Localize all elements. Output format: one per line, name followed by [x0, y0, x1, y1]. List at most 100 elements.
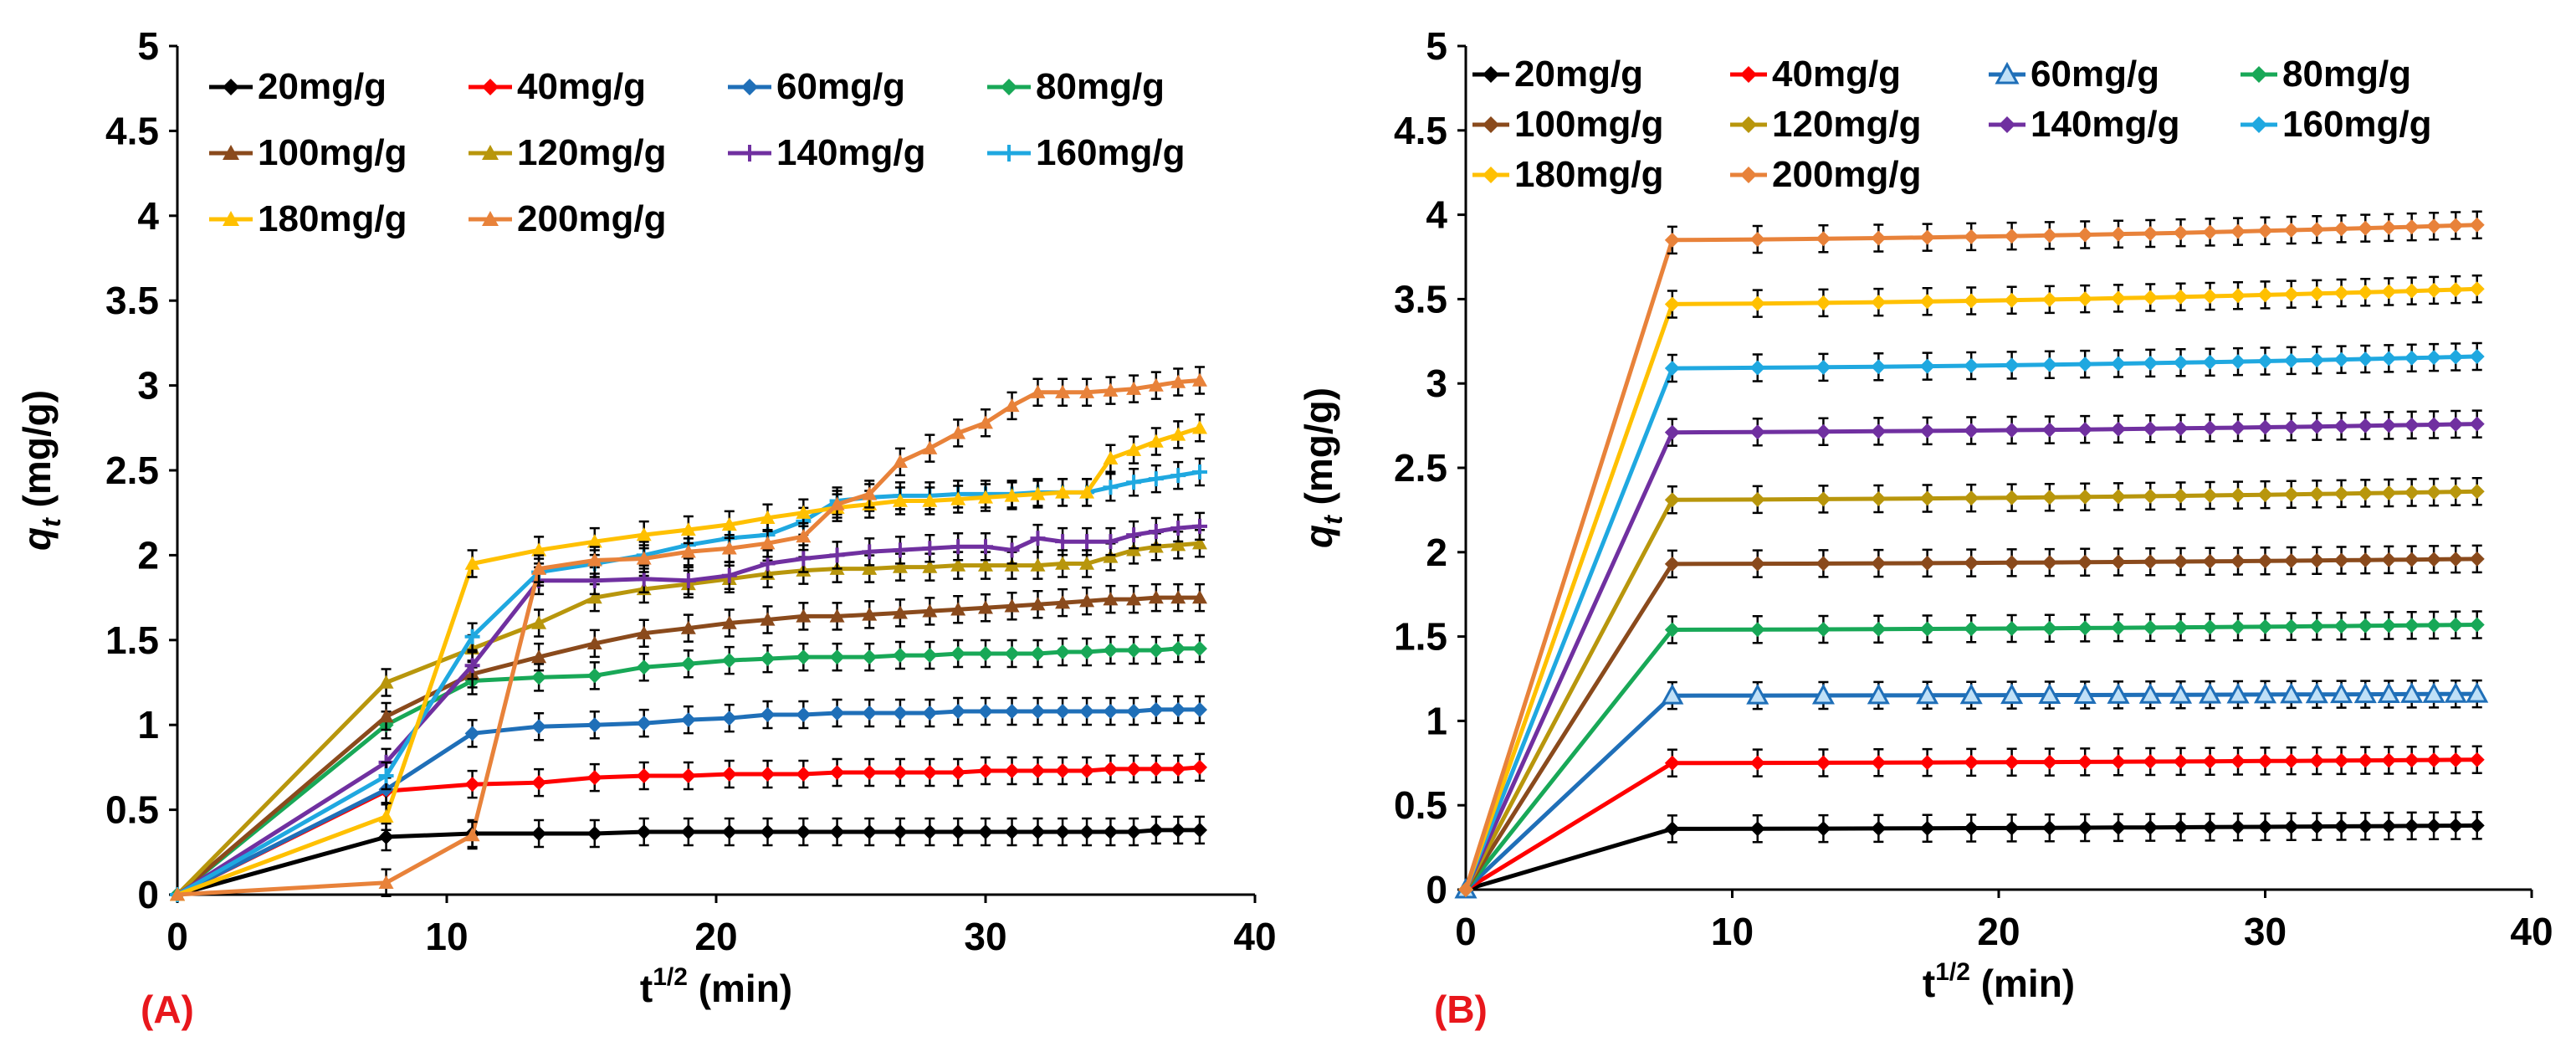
- legend-swatch-marker: [1483, 116, 1499, 133]
- data-point: [1170, 468, 1186, 484]
- data-point: [2309, 486, 2325, 502]
- data-point: [950, 764, 966, 780]
- data-point: [2309, 222, 2325, 238]
- series-20mg-per-g: [1458, 811, 2485, 897]
- data-point: [1148, 590, 1164, 604]
- data-point: [1871, 755, 1887, 771]
- data-point: [978, 824, 993, 839]
- data-point: [1815, 359, 1831, 375]
- data-point: [2004, 620, 2020, 636]
- data-point: [1749, 424, 1765, 440]
- data-point: [2041, 228, 2057, 244]
- data-point: [2469, 416, 2485, 432]
- x-axis-label-base: t: [1923, 962, 1935, 1005]
- data-point: [2111, 620, 2127, 636]
- data-point: [1148, 642, 1164, 658]
- data-point: [1191, 759, 1207, 775]
- data-point: [1664, 755, 1680, 771]
- data-point: [1055, 703, 1071, 719]
- data-point: [2202, 354, 2218, 370]
- data-point: [1191, 822, 1207, 838]
- data-point: [2426, 485, 2442, 500]
- series-20mg-per-g: [170, 815, 1207, 902]
- y-tick-label: 2.5: [105, 449, 159, 492]
- y-tick-label: 3.5: [1394, 277, 1447, 321]
- x-tick-label: 40: [2510, 910, 2553, 953]
- data-point: [1664, 296, 1680, 312]
- data-point: [2422, 682, 2445, 703]
- series-40mg-per-g: [1458, 745, 2485, 897]
- data-point: [2404, 752, 2420, 768]
- x-tick-label: 10: [1711, 910, 1754, 953]
- data-point: [2111, 489, 2127, 505]
- data-point: [531, 825, 547, 841]
- series-60mg-per-g: [1454, 679, 2489, 899]
- data-point: [1191, 536, 1207, 550]
- legend-swatch-marker: [1001, 79, 1017, 95]
- data-point: [2111, 290, 2127, 306]
- x-axis-label: t1/2 (min): [1923, 958, 2075, 1005]
- data-point: [922, 559, 938, 573]
- data-point: [892, 493, 908, 507]
- data-point: [892, 824, 908, 839]
- data-point: [922, 824, 938, 839]
- legend-label: 160mg/g: [2282, 104, 2432, 145]
- data-point: [922, 648, 938, 664]
- data-point: [2448, 282, 2464, 298]
- data-point: [2230, 487, 2246, 503]
- data-point: [2077, 754, 2093, 770]
- data-point: [2404, 818, 2420, 834]
- y-axis-label-var: q: [1297, 525, 1340, 548]
- data-point: [2309, 818, 2325, 834]
- data-point: [1458, 882, 1473, 897]
- data-point: [829, 764, 845, 780]
- data-point: [2283, 753, 2299, 769]
- data-point: [2377, 682, 2400, 703]
- data-point: [1170, 640, 1186, 656]
- data-point: [2309, 352, 2325, 368]
- data-point: [586, 534, 602, 548]
- data-point: [586, 717, 602, 733]
- data-point: [586, 825, 602, 841]
- data-point: [1664, 232, 1680, 248]
- data-point: [586, 552, 602, 567]
- data-point: [2041, 620, 2057, 636]
- data-point: [636, 571, 652, 587]
- data-point: [1030, 762, 1046, 778]
- data-point: [2333, 752, 2349, 768]
- data-point: [862, 544, 878, 560]
- data-point: [2283, 352, 2299, 368]
- data-point: [2469, 348, 2485, 364]
- data-point: [922, 541, 938, 557]
- data-point: [2004, 357, 2020, 373]
- data-point: [2041, 490, 2057, 505]
- data-point: [2448, 484, 2464, 500]
- data-point: [2173, 819, 2189, 835]
- x-tick-label: 30: [2244, 910, 2287, 953]
- y-tick-label: 3: [137, 364, 159, 408]
- data-point: [1749, 360, 1765, 376]
- data-point: [721, 711, 737, 726]
- data-point: [464, 777, 480, 793]
- data-point: [1749, 491, 1765, 507]
- data-point: [1148, 701, 1164, 717]
- data-point: [1749, 821, 1765, 837]
- y-tick-label: 4.5: [105, 109, 159, 152]
- data-point: [2381, 552, 2397, 567]
- data-point: [586, 770, 602, 786]
- data-point: [1055, 534, 1071, 550]
- legend-label: 200mg/g: [1772, 154, 1922, 195]
- data-point: [1746, 683, 1769, 705]
- data-point: [636, 625, 652, 639]
- data-point: [464, 629, 480, 644]
- data-point: [464, 828, 480, 842]
- data-point: [1170, 520, 1186, 536]
- data-point: [1103, 592, 1119, 606]
- data-point: [2426, 818, 2442, 834]
- y-tick-label: 3.5: [105, 279, 159, 322]
- data-point: [2448, 752, 2464, 767]
- data-point: [2381, 284, 2397, 300]
- data-point: [1126, 475, 1142, 490]
- y-tick-label: 1: [1426, 699, 1447, 742]
- data-point: [378, 829, 394, 845]
